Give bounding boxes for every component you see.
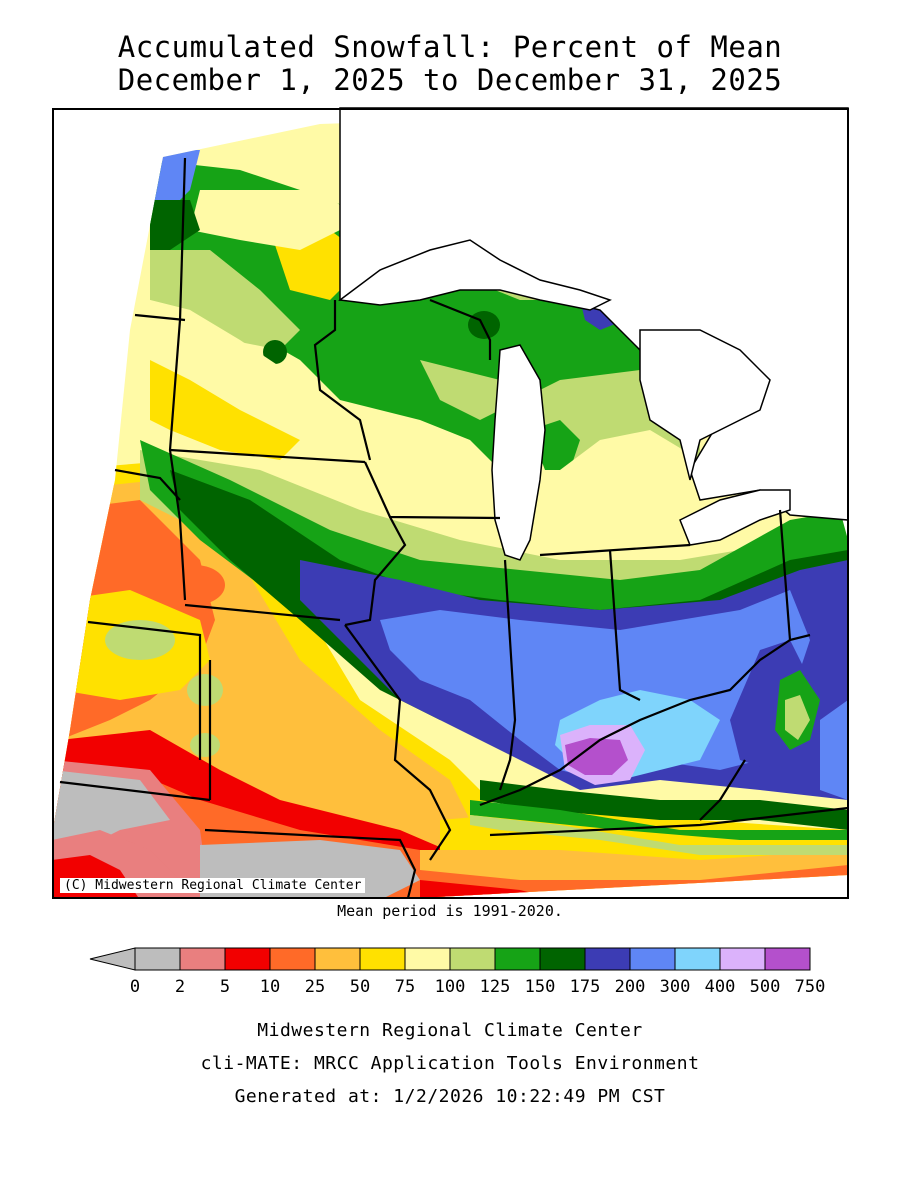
legend-tick-label: 50 [350,977,370,997]
legend-tick-label: 10 [260,977,280,997]
ohio-river [479,639,791,807]
in-oh-border [608,549,641,701]
map-border [52,108,849,899]
legend-tick-label: 150 [525,977,556,997]
legend-swatch [629,947,676,971]
legend-tick-label: 200 [615,977,646,997]
band-200-300-east [820,700,848,800]
mo-ne-border [87,620,202,760]
legend-swatch [359,947,406,971]
band-150-175-nw [150,200,200,250]
mn-sd-border [168,319,187,601]
nd-sd-border [134,313,186,322]
band-0-2-south [52,770,170,850]
color-legend: 0 2 5 10 25 50 75 100 125 150 175 200 300 400 500 750 [89,947,826,997]
footer-org: Midwestern Regional Climate Center [257,1020,643,1041]
lake-erie [679,489,791,546]
nd-mn-border [178,157,187,321]
band-100-125-nd [150,250,300,350]
band-500-750-central [565,738,628,775]
legend-swatch [449,947,496,971]
band-75-100-nd [190,190,360,250]
ks-ok-border [59,780,211,802]
footer-app: cli-MATE: MRCC Application Tools Environ… [200,1053,700,1074]
legend-tick-label: 75 [395,977,415,997]
up-wi-border [429,298,492,360]
blob-10-25-west [165,565,225,605]
mn-wi-border [313,300,372,461]
blob-100-125-iowa [187,674,223,706]
legend-tick-label: 5 [220,977,230,997]
legend-swatch [404,947,451,971]
legend-swatch [269,947,316,971]
legend-tick-label: 0 [130,977,140,997]
sd-ne-border [114,468,181,501]
great-lakes [338,107,849,561]
legend-swatch [719,947,766,971]
legend-tick-label: 750 [795,977,826,997]
legend-swatch [314,947,361,971]
state-boundaries [59,157,849,899]
legend-swatch [179,947,226,971]
wv-va-border [699,759,746,821]
ia-mo-border [184,603,341,622]
lake-michigan [491,344,546,561]
band-100-125-east [785,695,810,740]
legend-tick-label: 100 [435,977,466,997]
band-75-100-nd-east [150,300,340,430]
band-75-100-lp [540,430,720,550]
map-credit: (C) Midwestern Regional Climate Center [60,878,366,893]
legend-tick-label: 125 [480,977,511,997]
map-title-line-1: Accumulated Snowfall: Percent of Mean [117,30,783,64]
legend-swatch [494,947,541,971]
legend-swatch [134,947,181,971]
legend-tick-label: 2 [175,977,185,997]
ky-tn-border [489,806,849,837]
in-mi-border [539,543,691,557]
lake-huron [639,329,771,481]
blob-150-175-nd [263,340,287,364]
mo-ar-border [204,828,417,899]
legend-swatch [674,947,721,971]
legend-swatch [764,947,811,971]
lake-superior [338,239,612,311]
legend-swatch [224,947,271,971]
mean-period-note: Mean period is 1991-2020. [337,902,563,920]
map-title-line-2: December 1, 2025 to December 31, 2025 [117,63,783,97]
band-200-300-nw [150,150,200,210]
footer-generated: Generated at: 1/2/2026 10:22:49 PM CST [234,1086,666,1107]
band-100-125-se [470,815,848,855]
band-50-75-sd [150,360,300,460]
il-in-border [498,559,517,791]
band-125-150-se [470,800,848,840]
il-mo-border [344,624,452,861]
ia-il-border [344,516,407,627]
legend-tick-label: 500 [750,977,781,997]
blob-100-125-mo [190,733,220,757]
legend-tick-label: 300 [660,977,691,997]
legend-underflow-arrow [89,947,136,971]
mn-ia-border [169,448,366,464]
legend-swatch [584,947,631,971]
band-100-125-wi [420,360,520,420]
legend-swatch [539,947,586,971]
legend-tick-label: 25 [305,977,325,997]
legend-tick-label: 175 [570,977,601,997]
legend-tick-label: 400 [705,977,736,997]
